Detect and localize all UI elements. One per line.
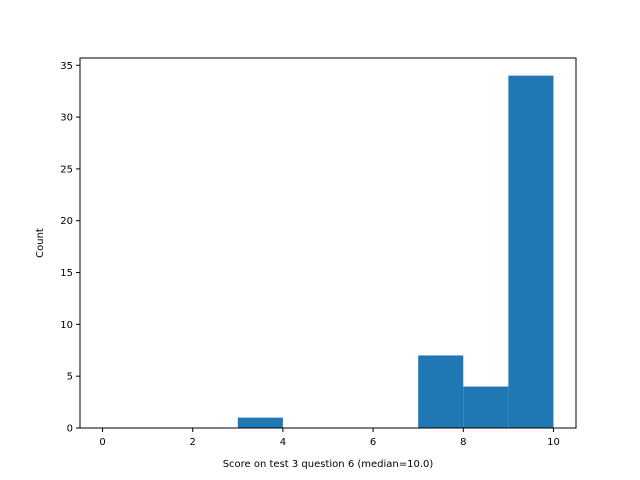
x-tick-label: 6 <box>370 437 376 448</box>
histogram-bar-7 <box>418 355 464 428</box>
y-tick-label: 15 <box>60 268 73 279</box>
y-axis-label: Count <box>35 228 46 258</box>
x-tick-label: 2 <box>190 437 196 448</box>
y-tick-label: 5 <box>67 372 73 383</box>
x-tick-label: 0 <box>99 437 105 448</box>
histogram-bar-9 <box>508 75 554 428</box>
histogram-bar-3 <box>237 417 283 428</box>
x-axis-label: Score on test 3 question 6 (median=10.0) <box>223 459 434 470</box>
y-tick-label: 10 <box>60 320 73 331</box>
y-tick-label: 30 <box>60 113 73 124</box>
axes-frame <box>79 57 577 429</box>
y-tick-label: 25 <box>60 164 73 175</box>
x-tick-label: 8 <box>460 437 466 448</box>
y-tick-label: 35 <box>60 61 73 72</box>
y-tick-label: 0 <box>67 424 73 435</box>
x-tick-label: 4 <box>280 437 286 448</box>
y-ticks-group: 0 5 10 15 20 25 30 35 <box>60 61 80 435</box>
x-ticks-group: 0 2 4 6 8 10 <box>99 428 560 448</box>
histogram-bar-8 <box>463 386 509 428</box>
bars-group <box>237 75 554 428</box>
y-tick-label: 20 <box>60 216 73 227</box>
x-tick-label: 10 <box>547 437 560 448</box>
